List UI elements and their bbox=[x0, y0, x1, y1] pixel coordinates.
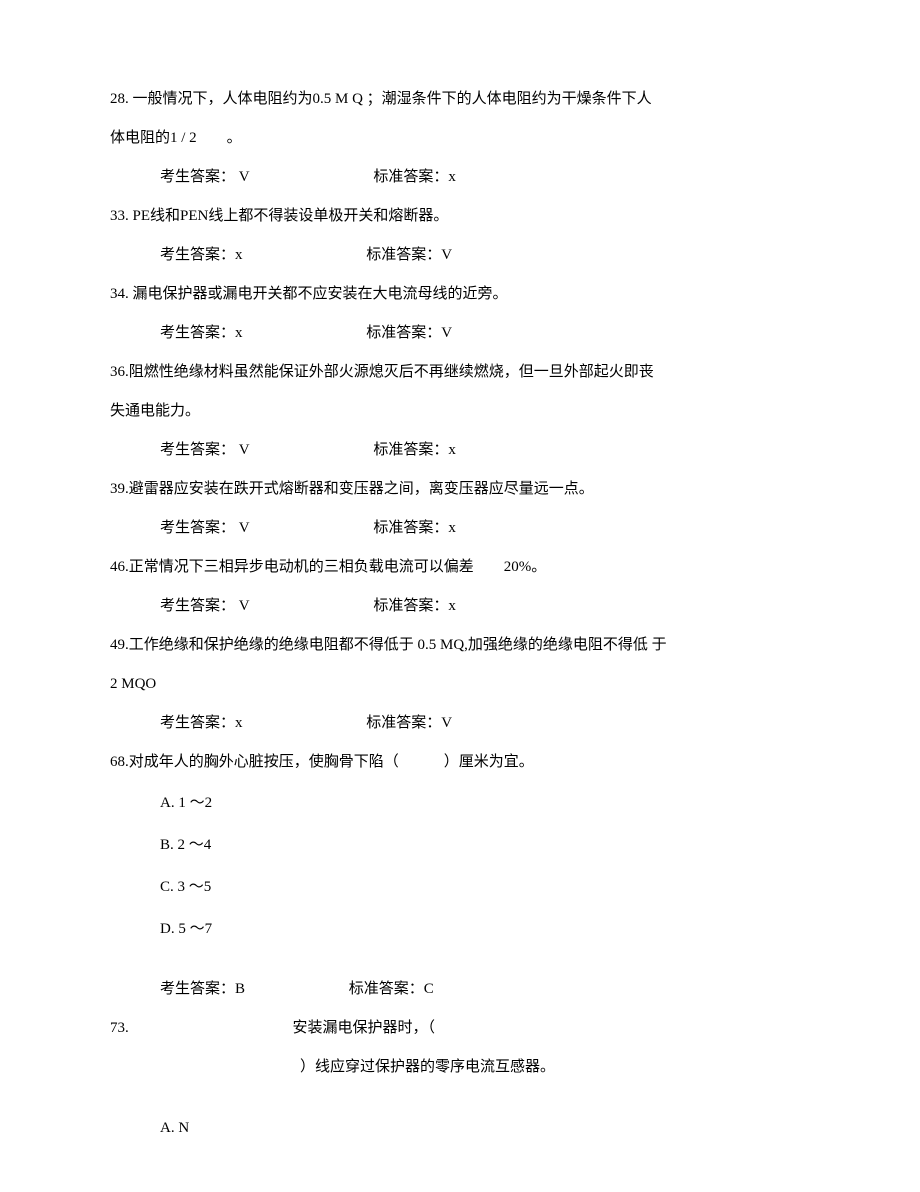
q39-answer-row: 考生答案： V 标准答案：x bbox=[110, 509, 810, 548]
q68-option-a: A. 1 ～2 bbox=[110, 782, 810, 824]
q73-option-a: A. N bbox=[110, 1107, 810, 1149]
q36-text-line1: 36.阻燃性绝缘材料虽然能保证外部火源熄灭后不再继续燃烧，但一旦外部起火即丧 bbox=[110, 353, 810, 392]
q34-text-line1: 34. 漏电保护器或漏电开关都不应安装在大电流母线的近旁。 bbox=[110, 275, 810, 314]
q46-standard-answer: 标准答案：x bbox=[373, 587, 456, 626]
q46-answer-row: 考生答案： V 标准答案：x bbox=[110, 587, 810, 626]
q28-text-line1: 28. 一般情况下，人体电阻约为0.5 M Q ；潮湿条件下的人体电阻约为干燥条… bbox=[110, 80, 810, 119]
q73-number: 73. bbox=[110, 1020, 129, 1036]
q49-text-line1: 49.工作绝缘和保护绝缘的绝缘电阻都不得低于 0.5 MQ,加强绝缘的绝缘电阻不… bbox=[110, 626, 810, 665]
q36-student-answer: 考生答案： V bbox=[160, 431, 250, 470]
q73-row: 73. 安装漏电保护器时，（ bbox=[110, 1009, 810, 1048]
q36-standard-answer: 标准答案：x bbox=[373, 431, 456, 470]
q34-student-answer: 考生答案：x bbox=[160, 314, 243, 353]
q28-student-answer: 考生答案： V bbox=[160, 158, 250, 197]
q28-answer-row: 考生答案： V 标准答案：x bbox=[110, 158, 810, 197]
q39-standard-answer: 标准答案：x bbox=[373, 509, 456, 548]
q33-text-line1: 33. PE线和PEN线上都不得装设单极开关和熔断器。 bbox=[110, 197, 810, 236]
q46-student-answer: 考生答案： V bbox=[160, 587, 250, 626]
q28-text-line2: 体电阻的1 / 2 。 bbox=[110, 119, 810, 158]
q33-answer-row: 考生答案：x 标准答案：V bbox=[110, 236, 810, 275]
q36-text-line2: 失通电能力。 bbox=[110, 392, 810, 431]
q68-option-c: C. 3 ～5 bbox=[110, 866, 810, 908]
q49-text-line2: 2 MQO bbox=[110, 665, 810, 704]
q39-text-line1: 39.避雷器应安装在跌开式熔断器和变压器之间，离变压器应尽量远一点。 bbox=[110, 470, 810, 509]
q34-standard-answer: 标准答案：V bbox=[366, 314, 452, 353]
q73-text-line1: 安装漏电保护器时，（ bbox=[133, 1020, 436, 1036]
q34-answer-row: 考生答案：x 标准答案：V bbox=[110, 314, 810, 353]
q39-student-answer: 考生答案： V bbox=[160, 509, 250, 548]
q33-standard-answer: 标准答案：V bbox=[366, 236, 452, 275]
q73-text-line2: ）线应穿过保护器的零序电流互感器。 bbox=[110, 1048, 810, 1087]
q68-text-line1: 68.对成年人的胸外心脏按压，使胸骨下陷（ ）厘米为宜。 bbox=[110, 743, 810, 782]
q68-answer-row: 考生答案：B 标准答案：C bbox=[110, 970, 810, 1009]
q49-standard-answer: 标准答案：V bbox=[366, 704, 452, 743]
q68-option-d: D. 5 ～7 bbox=[110, 908, 810, 950]
q36-answer-row: 考生答案： V 标准答案：x bbox=[110, 431, 810, 470]
q68-option-b: B. 2 ～4 bbox=[110, 824, 810, 866]
q49-student-answer: 考生答案：x bbox=[160, 704, 243, 743]
q68-standard-answer: 标准答案：C bbox=[349, 970, 434, 1009]
q46-text-line1: 46.正常情况下三相异步电动机的三相负载电流可以偏差 20%。 bbox=[110, 548, 810, 587]
q28-standard-answer: 标准答案：x bbox=[373, 158, 456, 197]
q49-answer-row: 考生答案：x 标准答案：V bbox=[110, 704, 810, 743]
q33-student-answer: 考生答案：x bbox=[160, 236, 243, 275]
q68-student-answer: 考生答案：B bbox=[160, 970, 245, 1009]
